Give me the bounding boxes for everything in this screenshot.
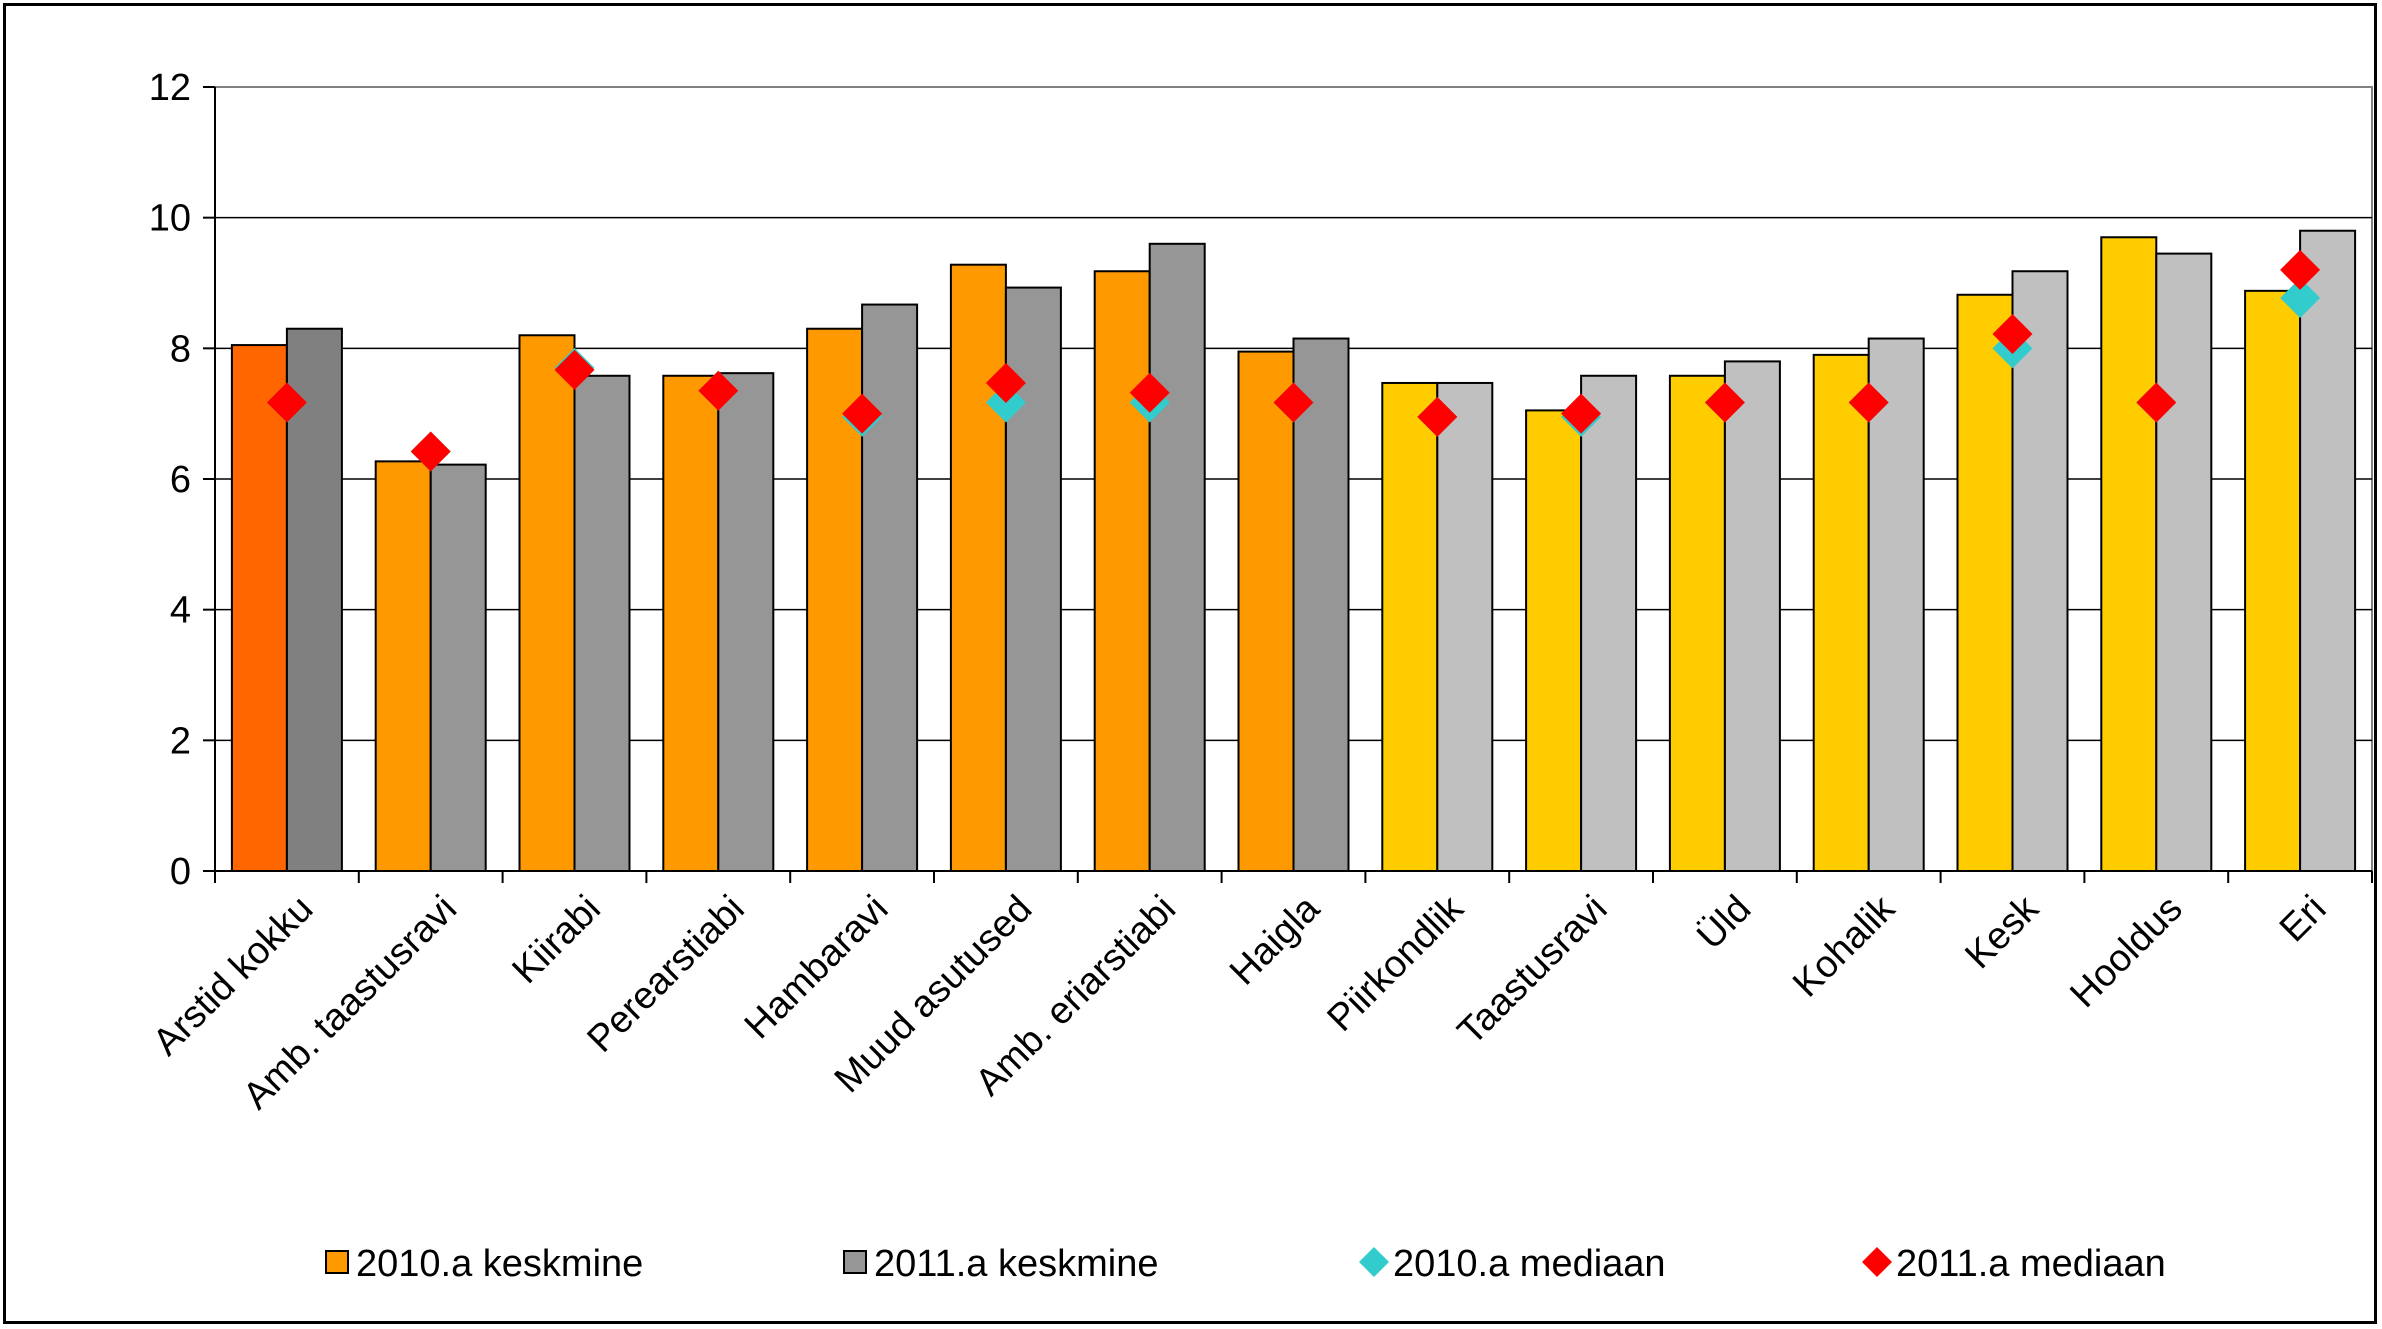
bar-2010-keskmine [1237,350,1295,873]
bar-2010-keskmine [1525,409,1583,872]
x-category-label: Piirkondlik [1320,887,1473,1040]
bar-2010-keskmine [1668,374,1726,872]
bar-2011-keskmine [717,372,775,872]
marker-2011-mediaan [2136,382,2177,423]
bar-2011-keskmine [1148,242,1206,873]
legend-label: 2011.a keskmine [874,1243,1158,1285]
x-category-label: Kesk [1957,887,2047,977]
bar-2010-keskmine [662,374,720,872]
legend-swatch [1359,1247,1389,1277]
chart-frame: 0 2 4 6 8 10 12 Arstid kokku Amb. taastusravi Kii… [3,3,2377,1324]
marker-2011-mediaan [1273,382,1314,423]
legend-swatch [843,1250,867,1274]
bar-2011-keskmine [573,374,631,872]
x-category-label: Eri [2272,888,2335,951]
marker-2011-mediaan [554,349,595,390]
legend-label: 2010.a keskmine [356,1243,643,1285]
x-category-label: Taastusravi [1450,888,1616,1054]
x-category-label: Kiirabi [504,888,608,992]
marker-2011-mediaan [1848,382,1889,423]
bar-2011-keskmine [2011,270,2069,872]
marker-2010-mediaan [2280,278,2321,319]
bar-2011-keskmine [429,463,487,872]
y-tick-label: 6 [170,459,191,501]
y-tick-label: 10 [149,198,191,240]
marker-2011-mediaan [1992,313,2033,354]
bars [230,229,2357,873]
bar-2010-keskmine [1381,381,1439,872]
x-category-label: Haigla [1222,887,1328,993]
marker-2011-mediaan [698,370,739,411]
marker-2011-mediaan [1129,372,1170,413]
bar-2011-keskmine [2299,229,2357,872]
marker-2011-mediaan [842,393,883,434]
y-tick-label: 0 [170,851,191,893]
bar-2010-keskmine [1812,353,1870,873]
marker-2011-mediaan [1417,396,1458,437]
marker-2011-mediaan [266,382,307,423]
y-tick-label: 2 [170,720,191,762]
x-category-label: Hambaravi [737,888,897,1048]
x-category-label: Hooldus [2062,888,2190,1016]
bar-2011-keskmine [1292,337,1350,872]
legend: 2010.a keskmine 2011.a keskmine 2010.a med… [325,1243,2166,1285]
legend-label: 2010.a mediaan [1393,1243,1666,1285]
y-tick-label: 8 [170,328,191,370]
x-category-label: Kohalik [1785,887,1904,1006]
bar-2010-keskmine [374,460,432,872]
bar-2010-keskmine [518,334,576,872]
bar-2010-keskmine [1093,270,1151,872]
marker-2011-mediaan [1561,393,1602,434]
marker-2011-mediaan [410,431,451,472]
bar-2011-keskmine [861,303,919,872]
bar-2010-keskmine [1956,293,2014,872]
bar-2010-keskmine [949,263,1007,872]
bar-2010-keskmine [230,344,288,873]
legend-swatch [325,1250,349,1274]
bar-2011-keskmine [2155,252,2213,873]
x-category-label: Üld [1689,888,1759,958]
bar-2011-keskmine [285,327,343,872]
marker-2011-mediaan [1704,382,1745,423]
bar-2010-keskmine [2100,236,2158,872]
y-tick-label: 4 [170,590,191,632]
legend-label: 2011.a mediaan [1896,1243,2166,1285]
bar-2011-keskmine [1723,360,1781,872]
bar-2011-keskmine [1580,374,1638,872]
bar-2010-keskmine [2244,289,2302,872]
legend-swatch [1862,1247,1892,1277]
axes [203,86,2373,883]
bar-2011-keskmine [1436,381,1494,872]
marker-2011-mediaan [985,362,1026,403]
x-category-label: Perearstiabi [580,888,753,1061]
bar-2011-keskmine [1867,337,1925,872]
y-tick-label: 12 [149,67,191,109]
